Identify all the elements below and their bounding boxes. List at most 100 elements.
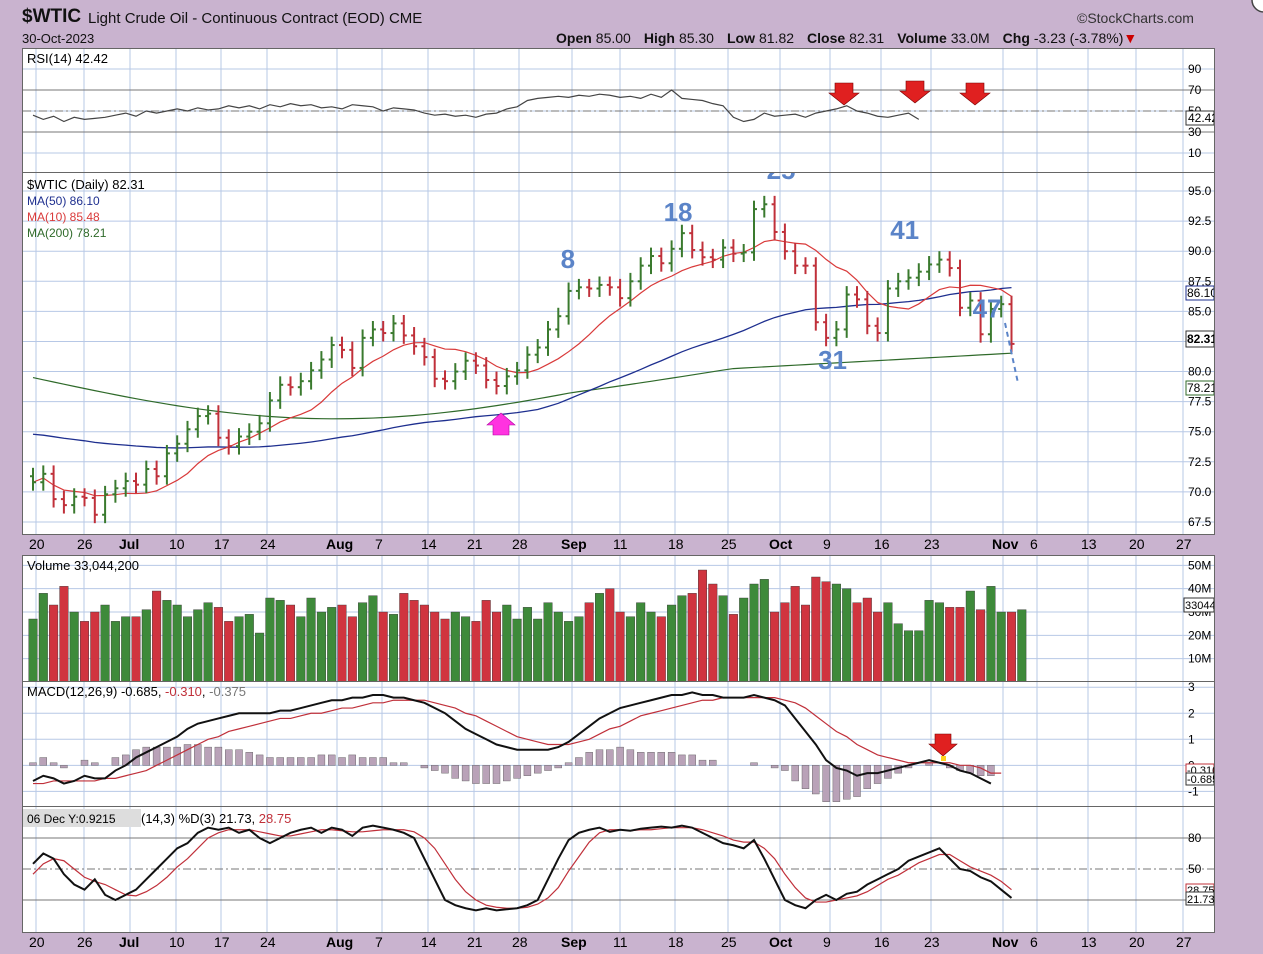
macd-histogram-bar xyxy=(472,765,480,784)
volume-panel[interactable]: 50M40M30M20M10M Volume 33,044,200 33044 xyxy=(22,555,1216,683)
macd-histogram-bar xyxy=(255,754,264,766)
macd-legend: MACD(12,26,9) -0.685, -0.310, -0.375 xyxy=(27,684,246,699)
volume-bar xyxy=(296,616,306,683)
y-tick-label: 1 xyxy=(1188,732,1195,746)
stoch-k-line xyxy=(32,824,1013,912)
down-arrow-icon xyxy=(828,82,860,106)
macd-grid xyxy=(23,682,1214,807)
x-tick-label: 23 xyxy=(924,934,940,950)
volume-svg: 50M40M30M20M10M Volume 33,044,200 33044 xyxy=(23,556,1216,683)
x-tick-label: 7 xyxy=(375,934,383,950)
rsi-panel[interactable]: 9070503010 RSI(14) 42.42 42.42 xyxy=(22,48,1218,174)
volume-bar xyxy=(59,586,69,683)
volume-bar xyxy=(986,586,996,683)
stochastic-panel[interactable]: 805020 06 Dec Y:0.9215 (14,3) %D(3) 21.7… xyxy=(22,806,1215,933)
y-tick-label: 75.0 xyxy=(1188,425,1212,439)
close-value: 82.31 xyxy=(849,30,885,46)
macd-legend-signal: -0.310 xyxy=(165,684,202,699)
y-tick-label: 67.5 xyxy=(1188,515,1212,529)
volume-axis: 50M40M30M20M10M xyxy=(1188,558,1211,665)
rsi-value-tag-text: 42.42 xyxy=(1188,111,1214,125)
rsi-red-arrows xyxy=(828,80,991,106)
y-tick-label: 90 xyxy=(1188,62,1202,76)
x-tick-label: 9 xyxy=(823,934,831,950)
x-tick-label: 24 xyxy=(260,536,276,552)
volume-bar xyxy=(162,600,172,683)
x-tick-label: Sep xyxy=(561,536,587,552)
macd-histogram-bar xyxy=(80,759,89,766)
x-tick-label: Nov xyxy=(992,934,1019,950)
macd-panel[interactable]: 3210-1 MACD(12,26,9) -0.685, -0.310, -0.… xyxy=(22,680,1218,808)
volume-bar xyxy=(69,611,79,683)
macd-histogram-bar xyxy=(224,749,233,766)
price-grid xyxy=(23,173,1214,534)
volume-bar xyxy=(234,616,244,683)
macd-histogram-bar xyxy=(111,757,120,766)
x-tick-label: 26 xyxy=(77,536,93,552)
chart-date: 30-Oct-2023 xyxy=(22,31,95,46)
volume-label: Volume xyxy=(897,30,947,46)
y-tick-label: 72.5 xyxy=(1188,455,1212,469)
price-svg: 81825314147 95.092.590.087.585.082.580.0… xyxy=(23,155,1217,534)
down-arrow-icon xyxy=(899,80,931,104)
open-label: Open xyxy=(556,30,592,46)
x-tick-label: 14 xyxy=(421,934,437,950)
close-label: Close xyxy=(807,30,846,46)
macd-histogram-bar xyxy=(606,749,614,766)
volume-bar xyxy=(224,621,234,683)
window-corner-icon xyxy=(1251,0,1263,13)
volume-bar xyxy=(80,621,90,683)
projection-dashed-line xyxy=(1004,322,1019,384)
volume-bar xyxy=(667,604,677,683)
volume-bar xyxy=(213,607,223,683)
volume-bar xyxy=(131,616,141,683)
brand-label[interactable]: ©StockCharts.com xyxy=(1077,10,1194,26)
volume-bar xyxy=(152,590,162,683)
volume-bar xyxy=(522,607,532,683)
macd-histogram-bar xyxy=(461,765,470,782)
price-tags: 86.10 82.31 78.21 xyxy=(1185,285,1217,396)
volume-bar xyxy=(708,583,718,683)
volume-bar xyxy=(687,593,697,683)
volume-bar xyxy=(409,600,419,683)
volume-bar xyxy=(893,623,903,683)
volume-bar xyxy=(347,616,357,683)
y-tick-label: 85.0 xyxy=(1188,304,1212,318)
macd-histogram-bar xyxy=(163,746,171,766)
volume-bar xyxy=(533,618,543,683)
y-tick-label: 10 xyxy=(1188,146,1202,160)
macd-histogram-bar xyxy=(431,765,439,771)
price-panel[interactable]: 81825314147 95.092.590.087.585.082.580.0… xyxy=(22,155,1217,535)
volume-bar xyxy=(821,581,831,683)
macd-histogram-bar xyxy=(667,752,676,766)
exchange-label: CME xyxy=(388,10,423,27)
macd-line xyxy=(32,691,992,785)
macd-histogram-bar xyxy=(513,765,521,779)
ma200-line xyxy=(32,352,1012,420)
volume-bar xyxy=(625,616,635,683)
volume-bar xyxy=(780,602,790,683)
x-tick-label: 18 xyxy=(668,536,684,552)
down-arrow-icon xyxy=(959,82,991,106)
x-tick-label: Aug xyxy=(326,934,353,950)
volume-bar xyxy=(862,597,872,683)
volume-bar xyxy=(49,604,59,683)
macd-histogram-bar xyxy=(276,757,284,766)
ma50-line xyxy=(32,286,1012,449)
volume-bar xyxy=(770,611,780,683)
x-tick-label: 10 xyxy=(169,934,185,950)
macd-histogram-bar xyxy=(873,765,882,784)
volume-bar xyxy=(831,583,841,683)
y-tick-label: 50 xyxy=(1188,862,1202,876)
macd-histogram-bar xyxy=(266,757,274,766)
volume-bar xyxy=(955,607,965,683)
macd-histogram-bar xyxy=(544,765,552,771)
volume-bar xyxy=(646,611,656,683)
macd-legend-macd: -0.685 xyxy=(121,684,158,699)
volume-value: 33.0M xyxy=(950,30,990,46)
macd-histogram-bar xyxy=(698,759,707,766)
volume-bar xyxy=(924,600,934,683)
volume-bar xyxy=(450,611,460,683)
volume-tag-text: 33044 xyxy=(1185,600,1214,612)
stoch-legend-d: 28.75 xyxy=(259,811,292,826)
